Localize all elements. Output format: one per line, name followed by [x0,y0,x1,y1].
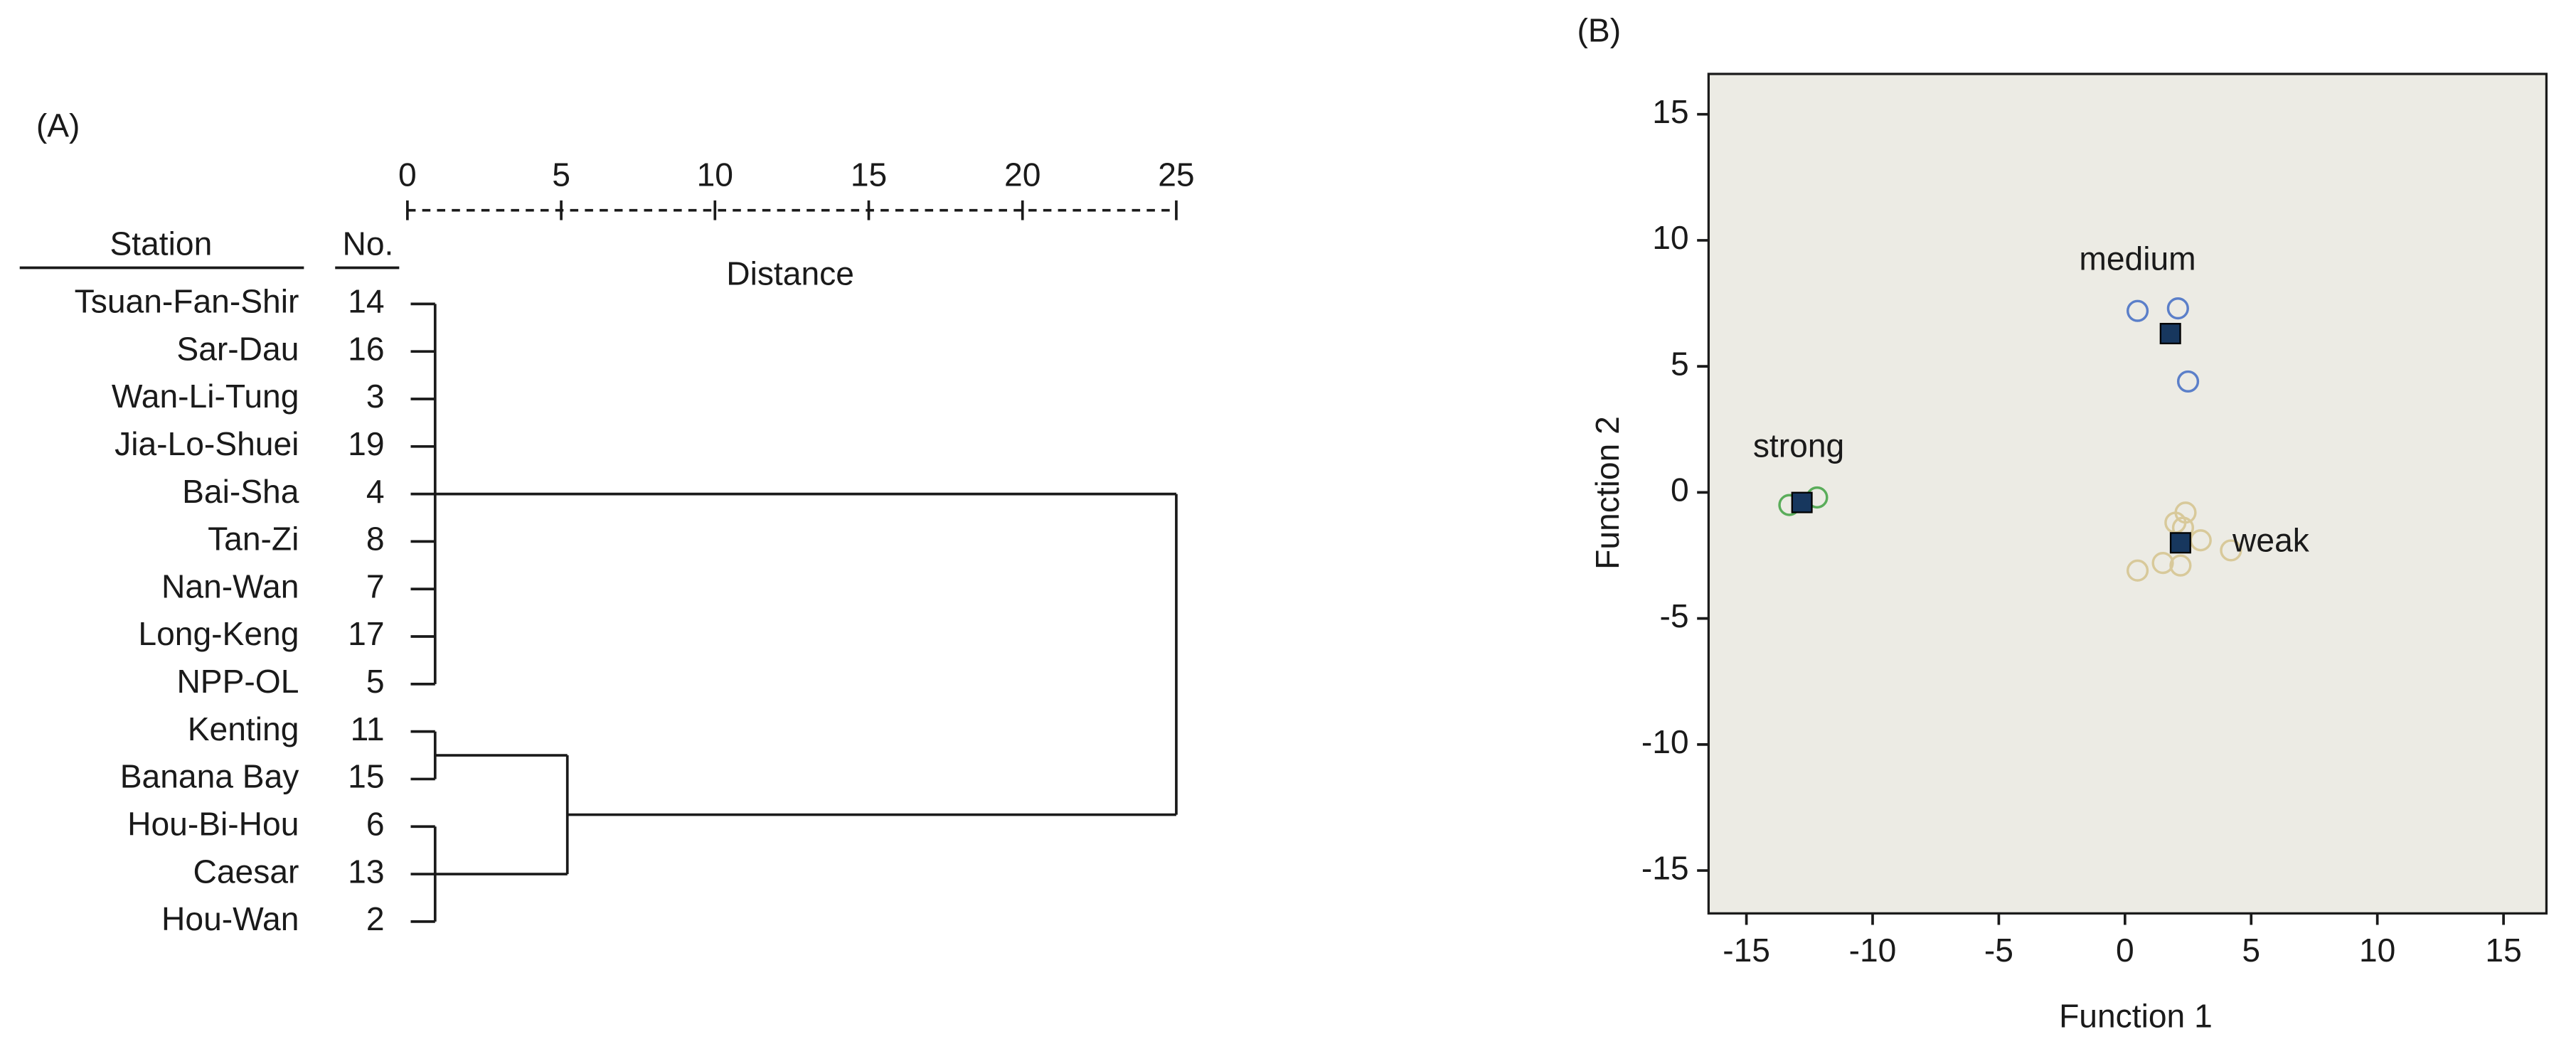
point [2151,552,2174,575]
leaf-number: 5 [366,663,385,700]
leaf-label: NPP-OL [176,663,299,700]
leaf-number: 19 [348,425,384,462]
leaf-label: Nan-Wan [161,568,299,604]
y-tick-label: -5 [1660,597,1689,634]
axis-title: Distance [726,255,854,292]
leaf-number: 16 [348,330,384,367]
centroid [2169,532,2191,554]
x-tick-label: 10 [2359,932,2395,969]
y-tick-label: 10 [1652,219,1688,256]
point [2176,370,2200,393]
point [2126,299,2149,322]
x-tick-label: -10 [1849,932,1897,969]
x-tick-label: 0 [2116,932,2134,969]
group-label: strong [1753,427,1844,464]
leaf-label: Tsuan-Fan-Shir [75,283,299,320]
leaf-number: 2 [366,900,385,937]
y-tick-label: 0 [1671,472,1689,508]
point [2166,297,2189,320]
leaf-number: 8 [366,521,385,558]
leaf-label: Hou-Bi-Hou [127,805,299,842]
y-tick-label: 15 [1652,93,1688,130]
leaf-number: 7 [366,568,385,604]
axis-title: Function 1 [2059,997,2213,1034]
column-header: Station [110,225,212,262]
x-tick-label: -15 [1723,932,1770,969]
leaf-label: Long-Keng [138,615,299,652]
leaf-number: 6 [366,805,385,842]
leaf-number: 15 [348,758,384,795]
leaf-label: Tan-Zi [208,521,299,558]
x-tick-label: 15 [2485,932,2521,969]
centroid [1791,491,1813,513]
group-label: medium [2079,240,2196,277]
x-tick-label: 5 [552,156,570,193]
x-tick-label: 10 [697,156,733,193]
x-tick-label: 15 [851,156,887,193]
leaf-label: Jia-Lo-Shuei [115,425,299,462]
leaf-label: Banana Bay [120,758,299,795]
leaf-number: 13 [348,853,384,890]
leaf-label: Wan-Li-Tung [112,378,299,415]
leaf-number: 14 [348,283,384,320]
x-tick-label: -5 [1984,932,2013,969]
centroid [2159,323,2181,345]
axis-title: Function 2 [1589,416,1626,570]
point [2169,554,2192,577]
y-tick-label: -15 [1641,849,1689,886]
leaf-label: Hou-Wan [161,900,299,937]
plot-area [1707,73,2548,915]
point [2174,501,2197,524]
column-header: No. [342,225,393,262]
leaf-label: Bai-Sha [182,473,299,510]
leaf-number: 3 [366,378,385,415]
leaf-number: 17 [348,615,384,652]
leaf-number: 11 [351,710,385,747]
group-label: weak [2232,521,2310,558]
leaf-label: Sar-Dau [176,330,299,367]
x-tick-label: 20 [1004,156,1040,193]
point [2220,539,2242,562]
leaf-label: Caesar [193,853,299,890]
y-tick-label: 5 [1671,345,1689,382]
x-tick-label: 0 [398,156,417,193]
x-tick-label: 25 [1158,156,1194,193]
y-tick-label: -10 [1641,723,1689,760]
panel-label: (B) [1577,11,1622,48]
leaf-label: Kenting [188,710,299,747]
x-tick-label: 5 [2242,932,2260,969]
panel-label: (A) [36,107,80,144]
leaf-number: 4 [366,473,385,510]
point [2126,559,2149,582]
